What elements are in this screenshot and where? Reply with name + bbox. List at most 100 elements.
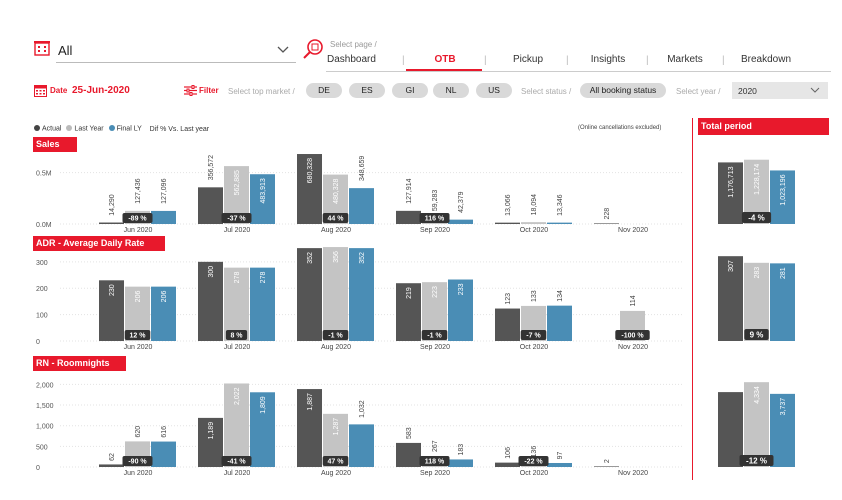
bar-last-year bbox=[224, 267, 249, 341]
dif-badge bbox=[419, 456, 450, 466]
section-title-adr: ADR - Average Daily Rate bbox=[33, 236, 165, 251]
dif-badge-label: -7 % bbox=[526, 333, 541, 340]
tab-pickup[interactable]: Pickup bbox=[512, 54, 543, 65]
bar-actual bbox=[396, 210, 421, 224]
bar-last-year bbox=[224, 383, 249, 467]
total-bar-actual bbox=[718, 392, 743, 467]
year-select-value: 2020 bbox=[738, 86, 757, 96]
bar-value-label: 680,328 bbox=[307, 158, 314, 183]
bar-actual bbox=[396, 442, 421, 467]
filter-sliders-icon[interactable] bbox=[184, 85, 197, 96]
bar-final-ly bbox=[349, 188, 374, 224]
dif-badge-label: -100 % bbox=[621, 333, 644, 340]
x-category-label: Oct 2020 bbox=[520, 227, 549, 234]
x-category-label: Sep 2020 bbox=[420, 227, 450, 234]
total-dif-badge bbox=[739, 455, 774, 466]
bar-value-label: 356 bbox=[333, 251, 340, 263]
date-value[interactable]: 25-Jun-2020 bbox=[72, 85, 130, 96]
legend-dot-last-year bbox=[66, 125, 73, 131]
total-bar-final-ly bbox=[770, 170, 795, 224]
total-bar-value-label: 307 bbox=[728, 260, 735, 272]
tab-dashboard[interactable]: Dashboard bbox=[327, 54, 376, 65]
bar-actual bbox=[594, 223, 619, 224]
legend-last-year: Last Year bbox=[74, 125, 104, 133]
bar-value-label: 133 bbox=[531, 290, 538, 302]
bar-actual bbox=[495, 462, 520, 467]
dif-badge bbox=[615, 330, 650, 340]
x-category-label: Sep 2020 bbox=[420, 470, 450, 477]
dif-badge-label: -89 % bbox=[128, 216, 147, 223]
total-bar-value-label: 281 bbox=[780, 267, 787, 279]
hotel-select-dropdown[interactable]: All bbox=[56, 38, 296, 63]
market-pill-us[interactable]: US bbox=[476, 83, 512, 98]
market-pill-de[interactable]: DE bbox=[306, 83, 342, 98]
total-dif-badge-label: -4 % bbox=[748, 213, 764, 222]
total-period-title: Total period bbox=[698, 118, 829, 135]
bar-actual bbox=[297, 154, 322, 224]
bar-value-label: 183 bbox=[458, 444, 465, 456]
bar-value-label: 278 bbox=[260, 272, 267, 284]
bar-value-label: 352 bbox=[359, 252, 366, 264]
x-category-label: Aug 2020 bbox=[321, 344, 351, 351]
dif-badge bbox=[421, 330, 448, 340]
tab-otb[interactable]: OTB bbox=[434, 54, 456, 65]
bar-last-year bbox=[521, 222, 546, 224]
total-divider-line bbox=[692, 118, 693, 480]
calendar-icon[interactable] bbox=[34, 84, 47, 97]
bar-value-label: 348,659 bbox=[359, 156, 366, 181]
dif-badge bbox=[322, 330, 349, 340]
bar-actual bbox=[495, 308, 520, 341]
x-category-label: Oct 2020 bbox=[520, 470, 549, 477]
bar-final-ly bbox=[349, 424, 374, 467]
dif-badge bbox=[322, 213, 349, 223]
bar-value-label: 620 bbox=[135, 426, 142, 438]
tab-markets[interactable]: Markets bbox=[667, 54, 703, 65]
bar-final-ly bbox=[448, 459, 473, 467]
bar-value-label: 230 bbox=[109, 284, 116, 296]
total-dif-badge-label: -12 % bbox=[746, 456, 767, 465]
bar-final-ly bbox=[349, 248, 374, 341]
booking-status-pill[interactable]: All booking status bbox=[580, 83, 666, 98]
y-tick-label: 1,500 bbox=[36, 403, 54, 410]
dif-badge bbox=[419, 213, 450, 223]
bar-value-label: 300 bbox=[208, 266, 215, 278]
bar-value-label: 278 bbox=[234, 272, 241, 284]
market-pill-nl[interactable]: NL bbox=[433, 83, 469, 98]
market-pill-es[interactable]: ES bbox=[349, 83, 385, 98]
total-bar-value-label: 4,334 bbox=[754, 386, 761, 404]
y-tick-label: 500 bbox=[36, 444, 48, 451]
y-tick-label: 100 bbox=[36, 313, 48, 320]
bar-actual bbox=[297, 389, 322, 467]
bar-value-label: 267 bbox=[432, 440, 439, 452]
tab-insights[interactable]: Insights bbox=[590, 54, 626, 65]
bar-value-label: 59,283 bbox=[432, 190, 439, 212]
bar-value-label: 480,328 bbox=[333, 178, 340, 203]
tab-separator: | bbox=[646, 55, 649, 66]
bar-value-label: 1,287 bbox=[333, 418, 340, 436]
legend-dot-actual bbox=[34, 125, 40, 131]
bar-value-label: 616 bbox=[161, 426, 168, 438]
bar-final-ly bbox=[151, 286, 176, 341]
x-category-label: Sep 2020 bbox=[420, 344, 450, 351]
dif-badge-label: 118 % bbox=[425, 459, 445, 466]
chevron-down-icon bbox=[277, 46, 289, 53]
dif-badge bbox=[221, 213, 252, 223]
dif-badge bbox=[122, 456, 153, 466]
bar-value-label: 18,094 bbox=[531, 194, 538, 216]
bar-value-label: 62 bbox=[109, 453, 116, 461]
bar-value-label: 2,022 bbox=[234, 387, 241, 405]
total-bar-value-label: 283 bbox=[754, 267, 761, 279]
year-select-dropdown[interactable]: 2020 bbox=[732, 82, 828, 99]
y-tick-label: 2,000 bbox=[36, 382, 54, 389]
bar-actual bbox=[198, 417, 223, 467]
x-category-label: Nov 2020 bbox=[618, 344, 648, 351]
market-pill-gi[interactable]: GI bbox=[392, 83, 428, 98]
total-bar-last-year bbox=[744, 382, 769, 467]
tab-separator: | bbox=[484, 55, 487, 66]
date-label: Date bbox=[50, 86, 68, 95]
bar-value-label: 352 bbox=[307, 252, 314, 264]
tab-breakdown[interactable]: Breakdown bbox=[740, 54, 792, 65]
bar-actual bbox=[495, 222, 520, 224]
dif-badge-label: -22 % bbox=[524, 459, 543, 466]
